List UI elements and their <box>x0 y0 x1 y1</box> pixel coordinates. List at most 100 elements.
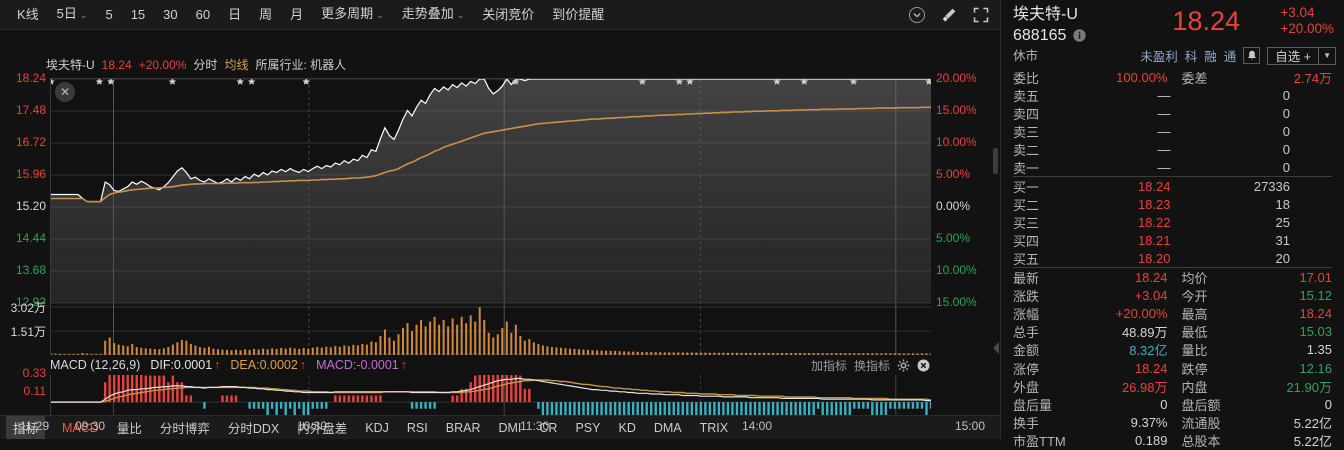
panel-collapse-handle[interactable] <box>993 342 999 354</box>
tag-1[interactable]: 科 <box>1184 50 1198 64</box>
legend-industry[interactable]: 所属行业: 机器人 <box>255 58 347 72</box>
ask-volume: 0 <box>1282 87 1290 103</box>
ask-price: — <box>1157 105 1171 121</box>
alert-bell-button[interactable] <box>1243 47 1261 64</box>
ask-row[interactable]: 卖四 — 0 <box>1013 104 1332 122</box>
ask-volume: 0 <box>1282 142 1290 158</box>
y-axis-right-label: 20.00% <box>936 71 977 85</box>
chevron-down-icon[interactable]: ⌄ <box>79 10 88 20</box>
indicator-item-trix[interactable]: TRIX <box>699 420 729 435</box>
indicator-item-cr[interactable]: CR <box>539 420 558 435</box>
add-indicator-button[interactable]: 加指标 <box>810 358 847 373</box>
close-icon[interactable] <box>917 359 930 372</box>
chevron-down-icon[interactable]: ▼ <box>1323 51 1331 60</box>
ask-volume: 0 <box>1282 160 1290 176</box>
bid-row[interactable]: 买二 18.23 18 <box>1013 195 1332 213</box>
toolbar-item-10[interactable]: 走势叠加 ⌄ <box>393 0 474 30</box>
stat-value: 0 <box>1160 396 1168 412</box>
chart-area: 埃夫特-U 18.24 +20.00% 分时 均线 所属行业: 机器人 ✕ 18… <box>0 30 1000 442</box>
bid-row[interactable]: 买一 18.24 27336 <box>1013 177 1332 195</box>
toolbar-item-8[interactable]: 月 <box>281 0 312 30</box>
toolbar-item-7[interactable]: 周 <box>250 0 281 30</box>
bid-row[interactable]: 买五 18.20 20 <box>1013 250 1332 269</box>
gear-icon[interactable] <box>897 359 910 372</box>
info-icon[interactable] <box>1073 29 1087 42</box>
stat-value: 9.37% <box>1130 415 1168 431</box>
toolbar-item-3[interactable]: 15 <box>122 0 154 30</box>
indicator-item-kdj[interactable]: KDJ <box>365 420 389 435</box>
bid-label: 买四 <box>1013 234 1040 250</box>
bid-price: 18.23 <box>1137 196 1171 212</box>
stat-label: 换手 <box>1013 416 1040 432</box>
toolbar-item-2[interactable]: 5 <box>96 0 121 30</box>
stat-row: 涨跌 +3.04 今开 15.12 <box>1013 286 1332 304</box>
bid-price: 18.21 <box>1137 233 1171 249</box>
stat-label: 涨跌 <box>1013 288 1040 304</box>
bid-volume: 31 <box>1275 233 1290 249</box>
switch-indicator-button[interactable]: 换指标 <box>853 358 890 373</box>
stat-value2: 21.90万 <box>1286 379 1332 395</box>
tag-0[interactable]: 未盈利 <box>1140 50 1178 64</box>
stat-row: 盘后量 0 盘后额 0 <box>1013 395 1332 413</box>
indicator-item-brar[interactable]: BRAR <box>445 420 481 435</box>
stat-label2: 盘后额 <box>1181 397 1221 413</box>
toolbar-item-5[interactable]: 60 <box>187 0 219 30</box>
chevron-down-icon[interactable]: ⌄ <box>456 10 465 20</box>
tag-2[interactable]: 融 <box>1204 50 1217 64</box>
chart-toolbar: K线 5日 ⌄ 5 15 30 60 日周月更多周期 ⌄ 走势叠加 ⌄ 关闭竞价 到价提醒 <box>0 0 1000 30</box>
legend-mode[interactable]: 分时 <box>193 58 218 72</box>
ask-row[interactable]: 卖一 — 0 <box>1013 159 1332 178</box>
chart-scroll-handle[interactable] <box>993 148 998 174</box>
volume-axis-label: 1.51万 <box>10 325 46 339</box>
toolbar-item-6[interactable]: 日 <box>219 0 250 30</box>
close-chart-icon[interactable]: ✕ <box>55 82 75 102</box>
tag-3[interactable]: 通 <box>1223 50 1237 64</box>
toolbar-item-label: 日 <box>228 6 242 22</box>
toolbar-item-0[interactable]: K线 <box>8 0 48 30</box>
add-favorite-button[interactable]: 自选 + ▼ <box>1267 46 1336 65</box>
stat-row: 总手 48.89万 最低 15.03 <box>1013 323 1332 341</box>
ask-row[interactable]: 卖三 — 0 <box>1013 123 1332 141</box>
price-deltas: +3.04 +20.00% <box>1280 5 1334 37</box>
fullscreen-icon[interactable] <box>972 6 990 24</box>
stat-value2: 18.24 <box>1299 306 1332 322</box>
indicator-item-macd[interactable]: MACD <box>62 420 99 435</box>
ask-row[interactable]: 卖五 — 0 <box>1013 86 1332 104</box>
ratio-label2: 委差 <box>1181 70 1208 86</box>
stat-value2: 17.01 <box>1299 269 1332 285</box>
legend-ma[interactable]: 均线 <box>224 58 249 72</box>
toolbar-item-4[interactable]: 30 <box>154 0 186 30</box>
stat-label: 最新 <box>1013 270 1040 286</box>
indicator-item-rsi[interactable]: RSI <box>406 420 428 435</box>
indicator-item-内外盘差[interactable]: 内外盘差 <box>297 422 348 436</box>
toolbar-item-1[interactable]: 5日 ⌄ <box>48 0 97 30</box>
toolbar-item-11[interactable]: 关闭竞价 <box>473 0 543 30</box>
legend-name: 埃夫特-U <box>46 58 95 72</box>
indicator-item-分时ddx[interactable]: 分时DDX <box>227 422 280 436</box>
ask-label: 卖一 <box>1013 161 1040 177</box>
x-axis-label: 09:30 <box>75 419 106 433</box>
indicator-item-分时博弈[interactable]: 分时博弈 <box>159 422 210 436</box>
toolbar-item-9[interactable]: 更多周期 ⌄ <box>312 0 393 30</box>
ask-label: 卖三 <box>1013 125 1040 141</box>
brush-icon[interactable] <box>940 6 958 24</box>
indicator-item-kd[interactable]: KD <box>618 420 636 435</box>
toolbar-item-12[interactable]: 到价提醒 <box>543 0 613 30</box>
ask-row[interactable]: 卖二 — 0 <box>1013 141 1332 159</box>
bid-row[interactable]: 买三 18.22 25 <box>1013 214 1332 232</box>
indicator-item-量比[interactable]: 量比 <box>116 422 142 436</box>
indicator-item-dmi[interactable]: DMI <box>498 420 522 435</box>
macd-plot[interactable] <box>50 355 933 442</box>
chevron-down-icon[interactable]: ⌄ <box>376 10 384 20</box>
indicator-item-psy[interactable]: PSY <box>575 420 601 435</box>
price-plot[interactable] <box>50 78 931 355</box>
stat-value2: 5.22亿 <box>1293 434 1332 450</box>
indicator-item-dma[interactable]: DMA <box>653 420 682 435</box>
indicator-button[interactable]: 指标 <box>6 416 46 439</box>
toolbar-item-label: 月 <box>290 6 304 22</box>
macd-title: MACD (12,26,9) <box>50 358 141 372</box>
chevron-down-circle-icon[interactable] <box>908 6 926 24</box>
bid-row[interactable]: 买四 18.21 31 <box>1013 232 1332 250</box>
stat-value: +20.00% <box>1115 306 1168 322</box>
stat-label2: 最高 <box>1181 307 1208 323</box>
